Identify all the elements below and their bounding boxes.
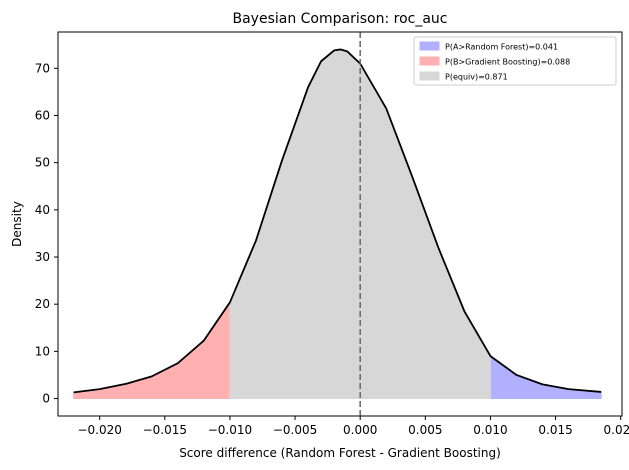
x-tick-label: −0.015 — [143, 423, 187, 437]
y-axis-ticks: 0 10 20 30 40 50 60 70 — [35, 61, 58, 406]
legend-swatch-middle — [419, 71, 440, 81]
x-axis-ticks: −0.020 −0.015 −0.010 −0.005 0.000 0.005 0.010 0… — [77, 416, 629, 437]
legend-label-left: P(B>Gradient Boosting)=0.088 — [445, 58, 570, 67]
density-curve — [73, 48, 602, 394]
y-tick-label: 20 — [35, 297, 50, 311]
y-tick-label: 50 — [35, 156, 50, 170]
legend-swatch-left — [419, 56, 440, 66]
y-tick-label: 30 — [35, 250, 50, 264]
y-tick-label: 60 — [35, 108, 50, 122]
x-tick-label: 0.020 — [604, 423, 629, 437]
legend: P(A>Random Forest)=0.041 P(B>Gradient Boo… — [413, 36, 617, 86]
y-tick-label: 40 — [35, 203, 50, 217]
x-tick-label: 0.005 — [408, 423, 442, 437]
x-axis-label: Score difference (Random Forest - Gradie… — [179, 446, 501, 460]
y-tick-label: 70 — [35, 61, 50, 75]
x-tick-label: 0.010 — [473, 423, 507, 437]
x-tick-label: −0.010 — [208, 423, 252, 437]
legend-entries: P(A>Random Forest)=0.041 P(B>Gradient Boo… — [419, 41, 570, 82]
chart-title: Bayesian Comparison: roc_auc — [232, 11, 447, 27]
plot-frame — [57, 31, 623, 417]
legend-label-right: P(A>Random Forest)=0.041 — [445, 43, 558, 52]
x-tick-label: −0.020 — [77, 423, 121, 437]
y-tick-label: 0 — [42, 392, 50, 406]
x-tick-label: −0.005 — [273, 423, 317, 437]
x-tick-label: 0.015 — [538, 423, 572, 437]
legend-label-middle: P(equiv)=0.871 — [445, 73, 508, 82]
density-curve-layer — [73, 48, 602, 394]
legend-swatch-right — [419, 41, 440, 51]
x-tick-label: 0.000 — [343, 423, 377, 437]
y-axis-label: Density — [10, 201, 24, 247]
y-tick-label: 10 — [35, 344, 50, 358]
legend-box — [413, 36, 617, 86]
